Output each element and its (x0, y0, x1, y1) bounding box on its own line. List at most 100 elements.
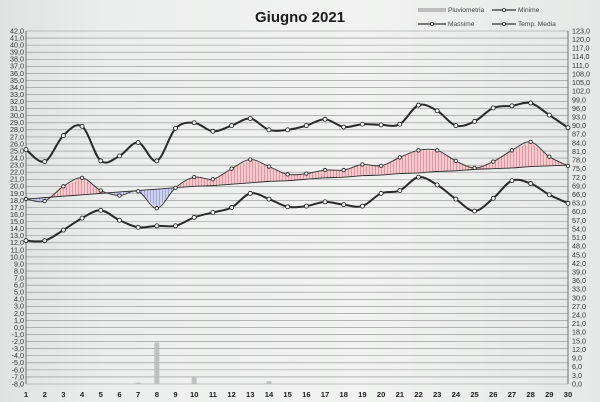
max-point (472, 118, 478, 124)
avg-point (285, 172, 290, 177)
y-left-tick-label: -2,0 (12, 337, 24, 346)
above-trend-area (63, 177, 83, 197)
y-right-tick-label: 63,0 (572, 199, 586, 208)
min-point (453, 196, 459, 202)
avg-point (23, 196, 29, 202)
max-point (546, 112, 552, 118)
min-point (116, 217, 122, 223)
avg-point (135, 189, 141, 194)
y-right-tick-label: 60,0 (572, 207, 586, 216)
y-right-tick-label: 78,0 (572, 156, 586, 165)
y-right-tick-label: 9,0 (572, 354, 582, 363)
min-point (23, 238, 29, 244)
min-point (341, 202, 347, 208)
y-right-tick-label: 33,0 (572, 285, 586, 294)
avg-line (25, 141, 569, 209)
y-left-tick-label: 13,0 (10, 231, 24, 240)
min-point (378, 190, 384, 196)
max-point (528, 100, 534, 106)
avg-point (528, 139, 533, 144)
avg-point (360, 162, 365, 167)
y-right-tick-label: 57,0 (572, 216, 586, 225)
max-point (154, 158, 160, 164)
max-point (397, 121, 403, 127)
x-tick-label: 7 (136, 390, 140, 399)
above-trend-area (325, 170, 344, 178)
above-trend-area (268, 166, 288, 182)
x-tick-label: 17 (321, 390, 329, 399)
y-right-tick-label: 75,0 (572, 164, 586, 173)
y-left-tick-label: 4,0 (14, 295, 24, 304)
min-point (247, 190, 253, 196)
y-left-tick-label: 33,0 (10, 90, 24, 99)
min-point (322, 199, 328, 205)
below-trend-area (26, 197, 45, 202)
x-tick-label: 15 (283, 390, 292, 399)
avg-point (472, 165, 477, 171)
min-point (285, 204, 291, 210)
y-right-tick-label: 36,0 (572, 276, 586, 285)
min-line (25, 176, 569, 243)
x-tick-label: 20 (377, 390, 385, 399)
chart-title: Giugno 2021 (255, 9, 345, 26)
y-right-tick-label: 72,0 (572, 173, 586, 182)
y-left-tick-label: 38,0 (10, 55, 24, 64)
rain-bar (191, 376, 197, 384)
y-left-tick-label: 31,0 (10, 104, 24, 113)
y-left-tick-label: 6,0 (14, 281, 24, 290)
max-point (247, 116, 253, 121)
max-point (229, 123, 235, 129)
y-left-tick-label: 27,0 (10, 132, 24, 141)
y-right-tick-label: 99,0 (572, 95, 586, 104)
y-right-tick-label: 90,0 (572, 121, 586, 130)
max-point (191, 120, 197, 126)
below-trend-area (138, 189, 157, 209)
y-left-tick-label: 24,0 (10, 153, 24, 162)
max-point (322, 116, 328, 122)
min-point (509, 178, 515, 184)
y-right-tick-label: 21,0 (572, 319, 586, 328)
avg-point (397, 155, 402, 160)
y-right-tick-label: 24,0 (572, 311, 586, 320)
y-right-tick-label: 3,0 (572, 371, 582, 380)
max-point (42, 159, 48, 165)
above-trend-area (399, 150, 419, 174)
y-left-tick-label: 10,0 (10, 252, 24, 261)
y-right-tick-label: 108,0 (572, 69, 590, 78)
y-right-tick-label: 54,0 (572, 224, 586, 233)
y-left-tick-label: 42,0 (10, 26, 24, 35)
y-left-tick-label: 37,0 (10, 62, 24, 71)
avg-point (79, 175, 85, 180)
y-right-tick-label: 93,0 (572, 112, 586, 121)
avg-point (491, 159, 496, 164)
y-right-tick-label: 81,0 (572, 147, 586, 156)
below-trend-area (156, 187, 176, 209)
y-right-tick-label: 123,0 (572, 26, 590, 35)
max-point (116, 153, 122, 159)
x-tick-label: 30 (564, 390, 572, 399)
max-point (434, 108, 440, 114)
avg-point (304, 171, 309, 176)
x-tick-label: 10 (190, 390, 198, 399)
legend-max-label: Massime (448, 21, 475, 28)
y-left-tick-label: 9,0 (14, 259, 24, 268)
legend-min-label: Minime (518, 7, 540, 14)
x-tick-label: 25 (470, 390, 479, 399)
chart-legend: Pluviometria Minime Massime Temp. Media (418, 7, 556, 28)
y-right-tick-label: 120,0 (572, 35, 590, 44)
max-point (266, 127, 272, 133)
y-left-tick-label: 34,0 (10, 83, 24, 92)
above-trend-area (362, 164, 382, 176)
y-right-tick-label: 42,0 (572, 259, 586, 268)
legend-rain-label: Pluviometria (448, 7, 485, 14)
max-point (378, 122, 384, 128)
x-tick-label: 26 (489, 390, 497, 399)
y-left-tick-label: 30,0 (10, 111, 24, 120)
above-trend-area (418, 150, 438, 173)
min-point (154, 223, 160, 229)
y-right-tick-label: 30,0 (572, 293, 586, 302)
y-left-tick-label: 5,0 (14, 288, 24, 297)
x-tick-label: 6 (117, 390, 121, 399)
y-right-tick-label: 114,0 (572, 52, 589, 61)
